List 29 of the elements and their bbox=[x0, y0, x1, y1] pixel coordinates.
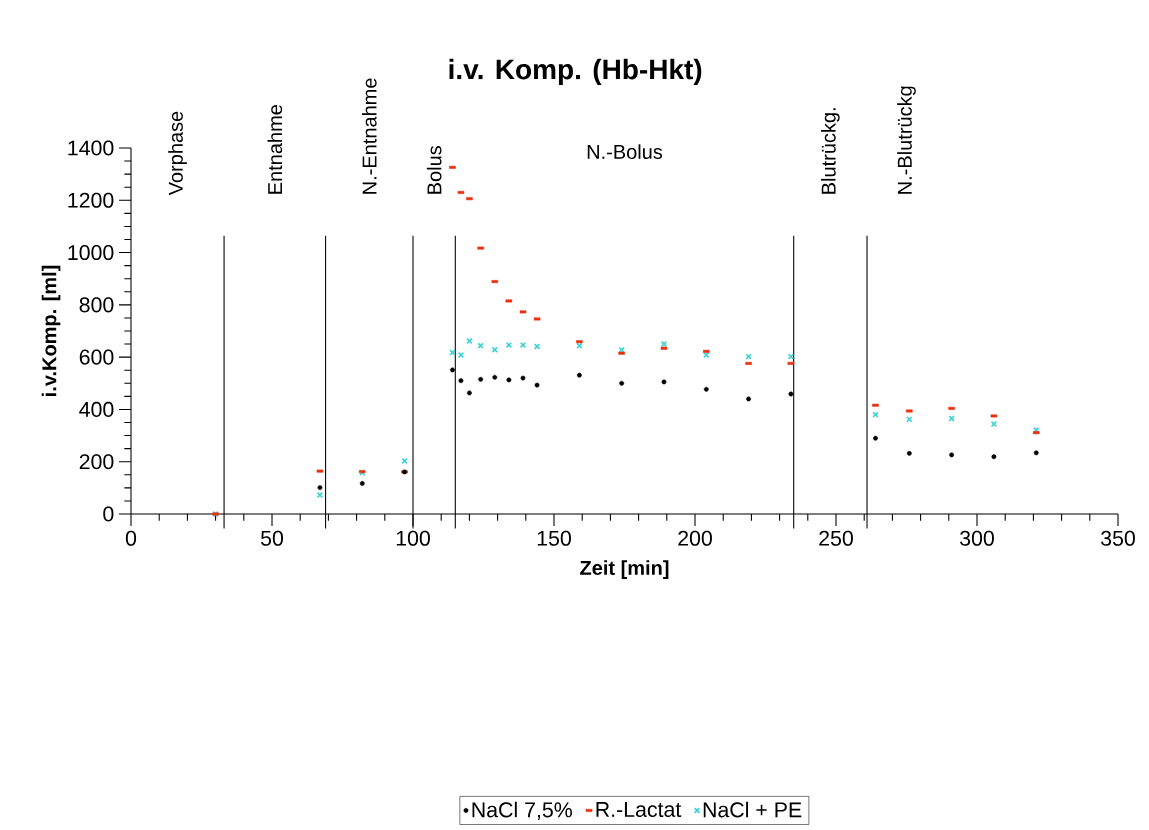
chart-title: i.v. Komp. (Hb-Hkt) bbox=[449, 58, 702, 85]
x-tick-label: 350 bbox=[1101, 530, 1135, 546]
y-tick-label: 0 bbox=[103, 506, 114, 522]
y-axis-title: i.v.Komp. [ml] bbox=[41, 265, 61, 396]
x-axis-title: Zeit [min] bbox=[580, 560, 669, 579]
y-tick-label: 1200 bbox=[68, 192, 114, 208]
y-tick-label: 200 bbox=[79, 454, 114, 470]
y-tick-label: 1000 bbox=[68, 245, 114, 261]
annotation: N.-Bolus bbox=[587, 144, 663, 159]
annotation: Bolus bbox=[426, 146, 442, 194]
x-tick-label: 150 bbox=[537, 530, 571, 546]
x-tick-label: 200 bbox=[678, 530, 712, 546]
legend-label: NaCl + PE bbox=[703, 801, 802, 818]
x-tick-label: 0 bbox=[125, 530, 137, 546]
y-tick-label: 400 bbox=[79, 401, 114, 417]
y-tick-label: 800 bbox=[79, 297, 114, 313]
annotation: N.-Entnahme bbox=[361, 78, 377, 194]
x-tick-label: 250 bbox=[819, 530, 853, 546]
annotation: N.-Blutrückg bbox=[897, 86, 916, 194]
annotation: Blutrückg. bbox=[821, 108, 840, 194]
legend-label: R.-Lactat bbox=[596, 802, 682, 817]
x-tick-label: 300 bbox=[960, 530, 994, 546]
x-tick-label: 50 bbox=[261, 530, 284, 546]
y-tick-label: 600 bbox=[79, 349, 114, 365]
y-tick-label: 1400 bbox=[68, 140, 114, 156]
annotation: Vorphase bbox=[168, 111, 187, 196]
legend-label: NaCl 7,5% bbox=[472, 801, 572, 820]
annotation: Entnahme bbox=[267, 105, 283, 194]
x-tick-label: 100 bbox=[396, 530, 430, 546]
